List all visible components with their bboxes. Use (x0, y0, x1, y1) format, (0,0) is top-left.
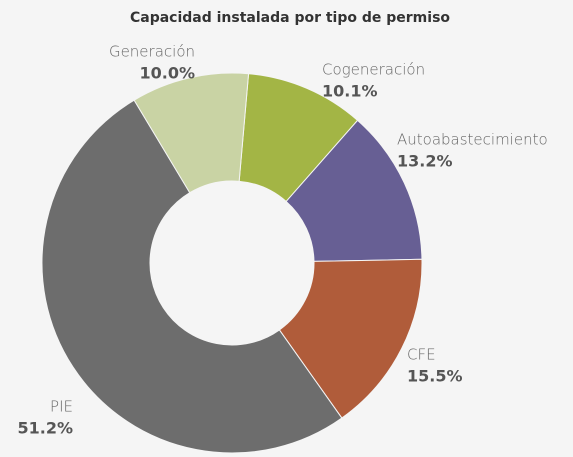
value-label: 10.0% (139, 64, 195, 83)
slice-label: Cogeneración (322, 61, 425, 79)
value-label: 13.2% (397, 152, 453, 171)
donut-slice (133, 72, 250, 194)
slice-label: PIE (50, 398, 73, 416)
value-label: 10.1% (322, 82, 378, 101)
slice-label: CFE (407, 346, 436, 364)
value-label: 15.5% (407, 367, 463, 386)
slice-label: Autoabastecimiento (397, 131, 548, 149)
donut-slice (41, 99, 343, 454)
donut-slice (278, 258, 423, 419)
chart-title: Capacidad instalada por tipo de permiso (130, 10, 450, 26)
value-label: 51.2% (17, 419, 73, 438)
slice-label: Generación (109, 43, 195, 61)
